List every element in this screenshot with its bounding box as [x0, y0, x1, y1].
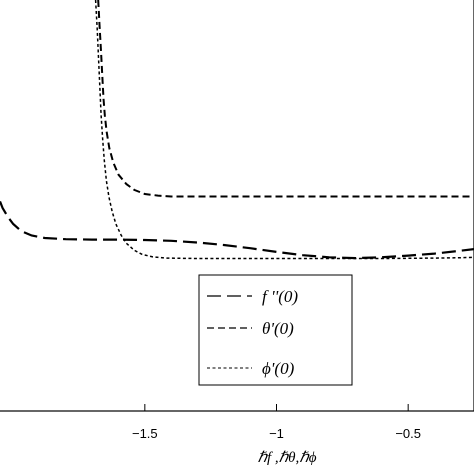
series-line-0 [0, 200, 474, 260]
series-line-1 [97, 0, 474, 198]
x-tick-label: −1.5 [132, 426, 158, 441]
x-axis-ticks: −1.5 −1 −0.5 [132, 404, 421, 441]
legend-label-f-second-derivative: f ''(0) [262, 287, 298, 306]
x-axis-label: ℏf ,ℏθ,ℏϕ [257, 450, 316, 466]
x-tick-label: −1 [269, 426, 284, 441]
legend: f ''(0) θ'(0) ϕ'(0) [198, 274, 353, 386]
series-layer [0, 0, 474, 260]
x-tick-label: −0.5 [395, 426, 421, 441]
legend-label-phi-prime: ϕ'(0) [262, 359, 295, 378]
series-line-2 [94, 0, 474, 260]
legend-label-theta-prime: θ'(0) [262, 319, 294, 338]
legend-box [198, 274, 353, 386]
plot-frame [0, 0, 474, 412]
